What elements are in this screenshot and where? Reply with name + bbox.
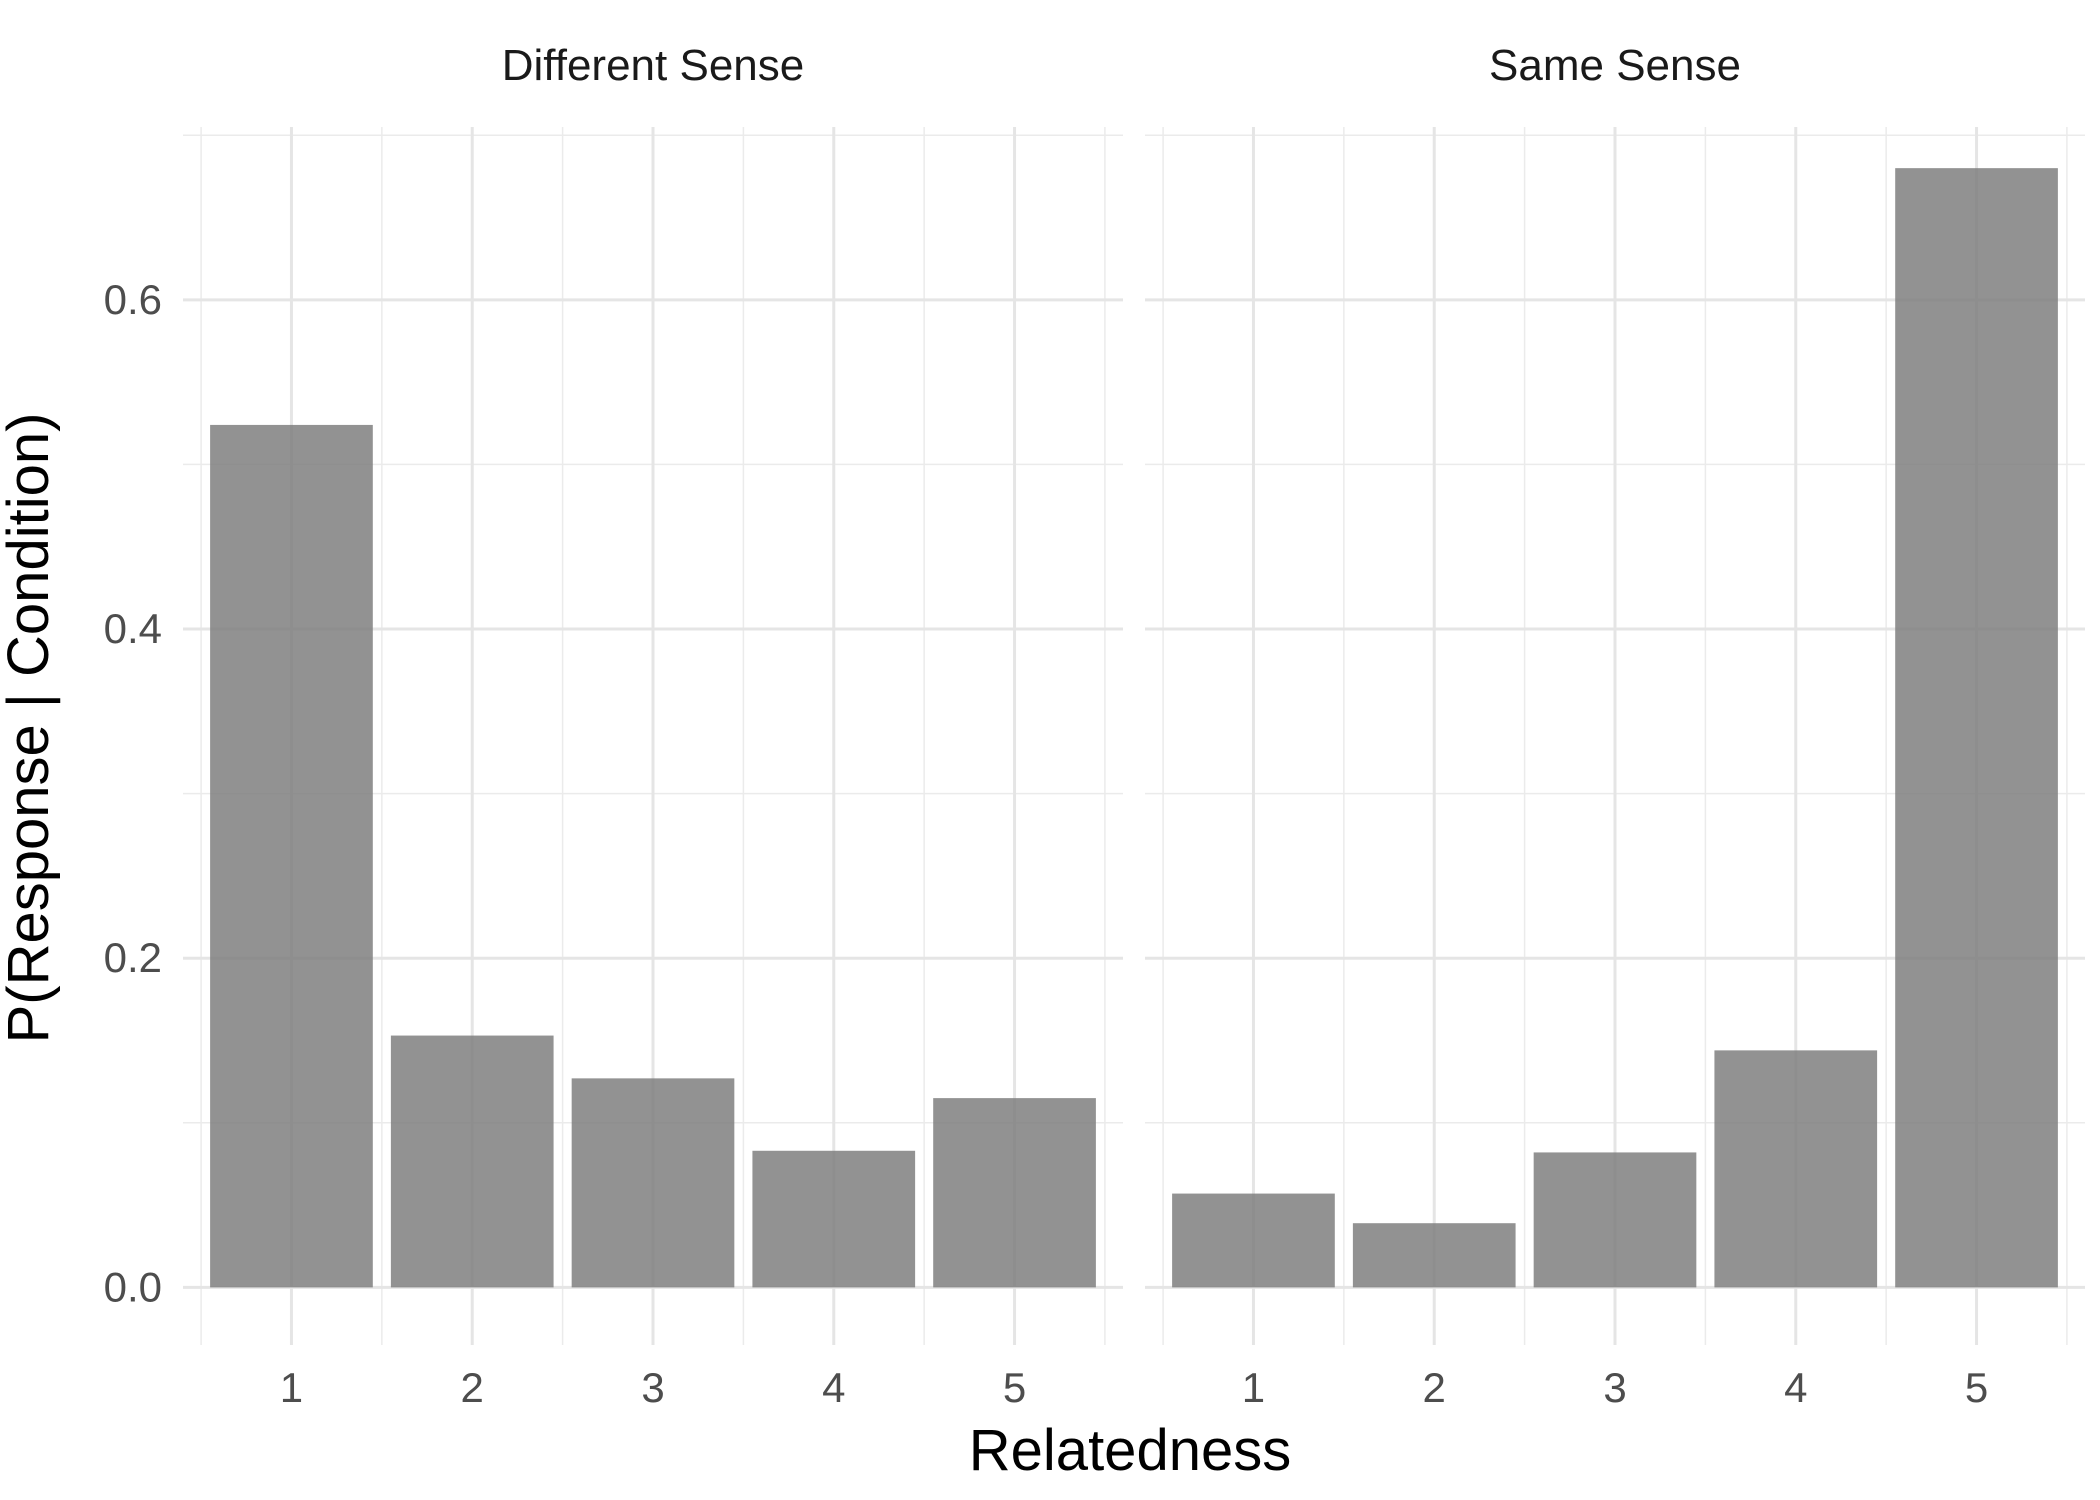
bar-different-sense-3 — [571, 1078, 735, 1288]
x-tick-label: 4 — [822, 1364, 845, 1411]
panel-title: Different Sense — [502, 41, 804, 90]
x-tick-label: 2 — [461, 1364, 484, 1411]
bar-different-sense-1 — [210, 424, 373, 1288]
y-axis: 0.0 0.2 0.4 0.6 — [104, 276, 162, 1311]
y-axis-title: P(Response | Condition) — [0, 413, 61, 1044]
panel-2: 1 2 3 4 5 Same Sense — [1145, 41, 2085, 1411]
bar-same-sense-1 — [1172, 1193, 1335, 1288]
x-tick-label: 4 — [1784, 1364, 1807, 1411]
bar-same-sense-3 — [1533, 1152, 1697, 1288]
bar-same-sense-2 — [1352, 1223, 1516, 1288]
x-tick-label: 1 — [280, 1364, 303, 1411]
x-tick-label: 3 — [1603, 1364, 1626, 1411]
x-axis-title: Relatedness — [969, 1418, 1291, 1483]
panel-1: 1 2 3 4 5 Different Sense — [183, 41, 1123, 1411]
panels-group: 1 2 3 4 5 Different Sense 1 2 3 4 5 Same Sense — [183, 41, 2085, 1411]
y-tick-label: 0.6 — [104, 276, 162, 323]
y-tick-label: 0.4 — [104, 605, 162, 652]
x-tick-label: 2 — [1423, 1364, 1446, 1411]
bar-different-sense-5 — [933, 1098, 1096, 1288]
x-tick-label: 5 — [1965, 1364, 1988, 1411]
x-tick-label: 1 — [1242, 1364, 1265, 1411]
y-tick-label: 0.0 — [104, 1263, 162, 1310]
panel-title: Same Sense — [1489, 41, 1741, 90]
bar-different-sense-4 — [752, 1150, 916, 1288]
bar-different-sense-2 — [390, 1035, 554, 1288]
x-tick-label: 3 — [641, 1364, 664, 1411]
bar-same-sense-4 — [1714, 1050, 1878, 1288]
y-tick-label: 0.2 — [104, 934, 162, 981]
x-tick-label: 5 — [1003, 1364, 1026, 1411]
bar-same-sense-5 — [1895, 168, 2058, 1288]
